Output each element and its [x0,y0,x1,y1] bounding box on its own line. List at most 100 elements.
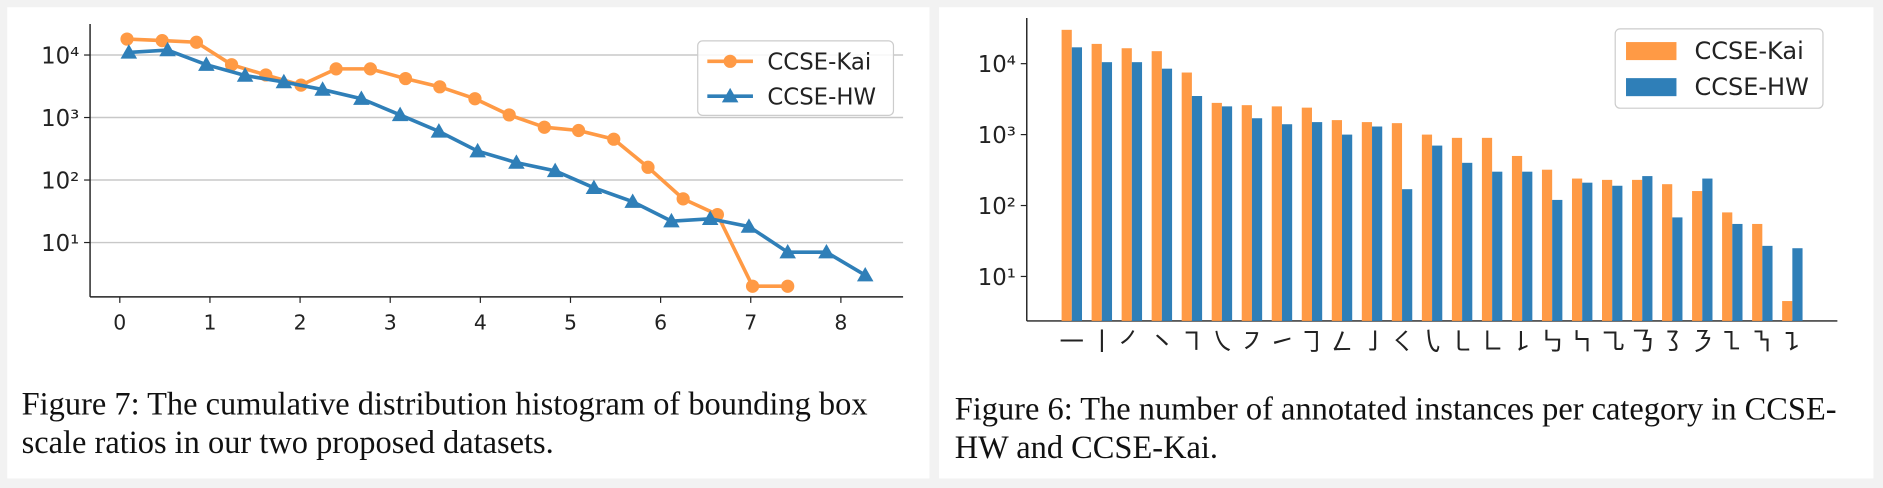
data-point [236,67,254,82]
bar [1271,106,1282,321]
bar [1451,137,1463,321]
data-point [189,35,204,49]
data-point [818,243,835,259]
legend-label: CCSE-HW [1694,73,1808,101]
data-point [537,120,551,134]
bar [1151,51,1162,321]
data-point [585,179,603,195]
x-tick-label: ㇆ [1299,327,1325,358]
x-tick-label: ㇗ [1479,327,1505,358]
bar [1582,182,1593,321]
x-tick-label: ㇄ [1449,327,1475,358]
bar [1251,118,1263,321]
bar [1732,223,1743,321]
bar [1061,29,1072,321]
caption: Figure 7: The cumulative distribution hi… [21,385,868,461]
data-point [781,279,795,293]
bar [1331,120,1343,321]
data-point [641,160,655,174]
data-point [745,279,760,293]
bar [1552,199,1563,321]
x-tick-label: ㇜ [1329,327,1355,358]
bar [1752,223,1763,321]
data-point [663,212,680,228]
data-point [120,44,138,59]
bar [1462,162,1473,321]
data-point [701,210,719,225]
x-tick-label: 5 [564,310,577,334]
bar [1522,171,1533,321]
bar [1301,107,1312,321]
data-point [624,193,641,208]
data-point [740,218,758,233]
data-point [159,41,176,57]
x-tick-label: ㇑ [1089,327,1115,358]
data-point [468,92,482,106]
data-point [329,62,343,76]
data-point [198,56,215,71]
legend-patch [1626,78,1677,97]
x-tick-label: ㇒ [1119,327,1145,358]
bar [1672,217,1683,321]
x-tick-label: ㇕ [1179,327,1205,358]
bar [1481,137,1493,321]
bar [1101,62,1113,321]
bar [1602,179,1613,321]
y-tick-label: 10¹ [41,231,79,257]
y-tick-label: 10² [978,194,1016,220]
bar [1191,96,1203,321]
x-tick-label: ㇏ [1209,327,1235,358]
data-point [571,123,586,138]
bar [1642,176,1653,321]
data-point [607,132,621,146]
bar [1342,134,1353,321]
x-tick-label: ㇛ [1389,327,1415,358]
bar [1091,43,1102,321]
x-tick-label: ㇂ [1419,327,1445,358]
x-tick-label: 1 [203,310,216,334]
data-point [363,62,377,76]
legend-marker [723,54,737,68]
bar [1432,145,1443,321]
bar [1211,102,1222,321]
x-tick-label: 2 [294,310,307,334]
x-tick-label: 6 [654,310,667,334]
y-tick-label: 10⁴ [41,43,79,69]
bar [1612,185,1623,321]
data-point [275,73,293,89]
bar [1492,171,1503,321]
y-tick-label: 10³ [978,123,1016,149]
x-tick-label: ㇊ [1779,327,1805,358]
y-tick-label: 10² [41,168,79,194]
data-point [779,243,796,259]
bar [1131,62,1143,321]
bar [1782,301,1793,321]
x-tick-label: ㇞ [1569,327,1595,358]
data-point [314,81,331,96]
data-point [856,266,874,282]
bar [1391,123,1403,321]
y-tick-label: 10⁴ [978,52,1016,78]
bar [1281,124,1293,321]
x-tick-label: ㇐ [1059,327,1085,358]
x-tick-label: ㇉ [1539,327,1565,358]
x-tick-label: ㇇ [1239,327,1265,358]
x-tick-label: ㇋ [1689,327,1715,358]
bar [1762,245,1773,321]
data-point [430,123,448,138]
bar [1161,68,1173,321]
y-tick-label: 10¹ [978,265,1016,291]
x-tick-label: ㇌ [1659,327,1685,358]
bar [1632,179,1643,321]
series-line [128,48,867,277]
bar [1511,155,1523,321]
series-line [126,37,788,289]
x-tick-label: 3 [384,310,397,334]
data-point [353,90,370,105]
y-tick-label: 10³ [41,106,79,132]
bar [1421,134,1433,321]
x-tick-label: ㇎ [1749,327,1775,358]
bar [1311,122,1323,321]
